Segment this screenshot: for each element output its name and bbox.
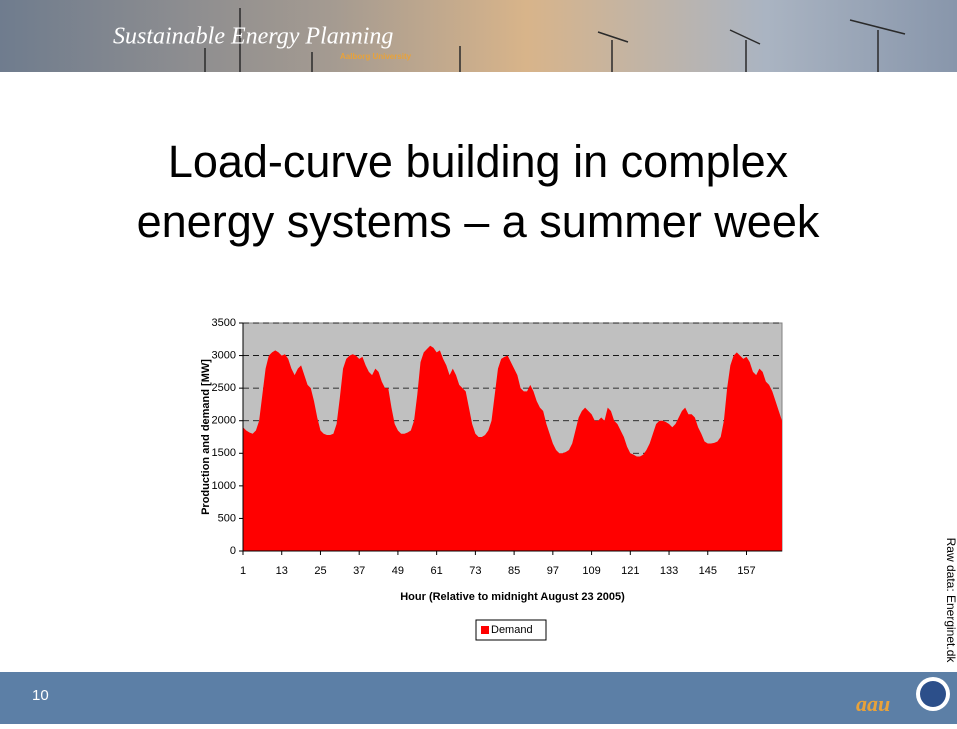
slide-title: energy systems – a summer week — [137, 196, 820, 247]
x-tick-label: 121 — [621, 565, 639, 577]
x-tick-label: 157 — [737, 565, 755, 577]
y-tick-label: 3500 — [212, 317, 236, 329]
source-note: Raw data: Energinet.dk — [944, 538, 957, 664]
y-tick-label: 0 — [230, 545, 236, 557]
x-tick-label: 85 — [508, 565, 520, 577]
x-tick-label: 37 — [353, 565, 365, 577]
x-tick-label: 97 — [547, 565, 559, 577]
logo-text: aau — [856, 691, 890, 716]
x-tick-label: 73 — [469, 565, 481, 577]
x-tick-label: 145 — [699, 565, 717, 577]
y-tick-label: 2500 — [212, 382, 236, 394]
x-tick-label: 13 — [276, 565, 288, 577]
footer-bar — [0, 672, 957, 724]
legend-label: Demand — [491, 624, 533, 636]
y-tick-label: 2000 — [212, 415, 236, 427]
x-tick-label: 1 — [240, 565, 246, 577]
header-title: Sustainable Energy Planning — [113, 24, 393, 50]
y-tick-label: 500 — [218, 512, 236, 524]
y-tick-label: 1500 — [212, 447, 236, 459]
logo-seal-inner — [920, 681, 946, 707]
slide-title: Load-curve building in complex — [168, 136, 789, 187]
header-subtitle: Aalborg University — [340, 52, 412, 61]
y-tick-label: 1000 — [212, 480, 236, 492]
x-tick-label: 25 — [314, 565, 326, 577]
y-axis-label: Production and demand [MW] — [200, 359, 212, 515]
chart: 0 500 1000 1500 2000 2500 3000 3500 1 13 25 37 49 61 7… — [200, 317, 782, 640]
legend-swatch — [481, 626, 489, 634]
x-tick-label: 61 — [431, 565, 443, 577]
slide: Sustainable Energy Planning Aalborg Univ… — [0, 0, 957, 724]
y-tick-label: 3000 — [212, 349, 236, 361]
x-axis-label: Hour (Relative to midnight August 23 200… — [400, 591, 625, 603]
x-tick-label: 109 — [582, 565, 600, 577]
x-tick-label: 49 — [392, 565, 404, 577]
page-number: 10 — [32, 687, 49, 704]
x-tick-label: 133 — [660, 565, 678, 577]
